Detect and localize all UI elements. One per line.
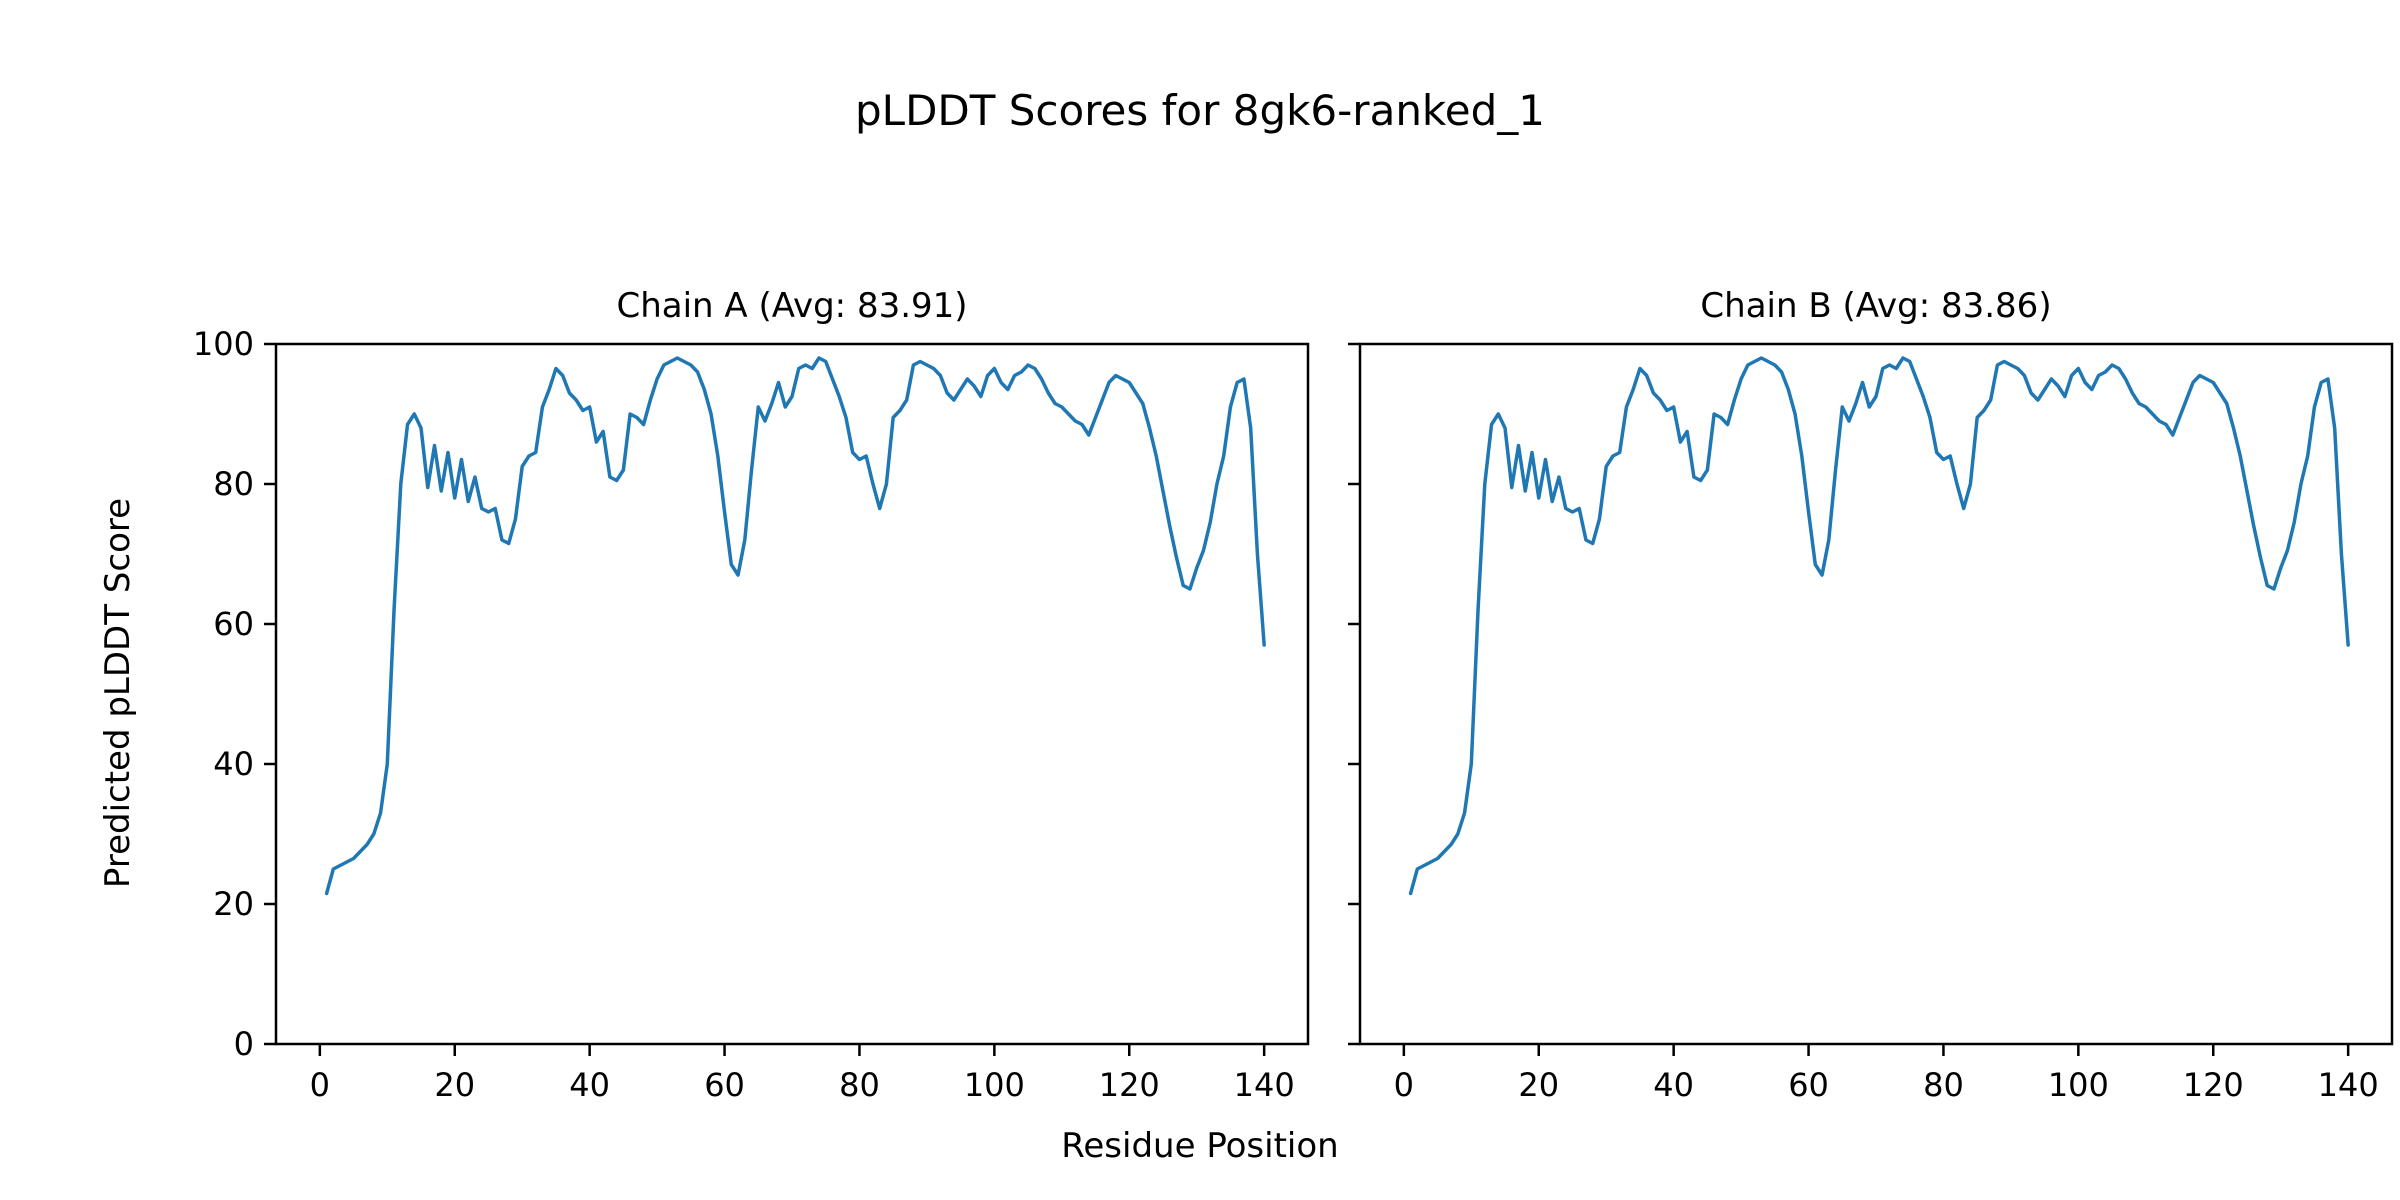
y-tick-label: 80: [213, 465, 254, 503]
x-tick-label: 40: [1653, 1066, 1694, 1104]
plddt-line: [324, 356, 1266, 896]
x-tick-label: 60: [704, 1066, 745, 1104]
y-tick-label: 60: [213, 605, 254, 643]
x-tick-label: 80: [839, 1066, 880, 1104]
x-tick-label: 100: [2048, 1066, 2109, 1104]
x-tick-label: 120: [1099, 1066, 1160, 1104]
axes-frame: [274, 342, 1310, 1046]
chain-b-line-plot: 0 20 40 60 80 100 120 140: [1348, 342, 2394, 1104]
plddt-line: [1408, 356, 2350, 896]
subplot-b-title: Chain B (Avg: 83.86): [1700, 286, 2052, 326]
y-tick-label: 20: [213, 885, 254, 923]
y-tick-label: 100: [193, 325, 254, 363]
chain-a-line-plot: 0 20 40 60 80 100 120 140 0 20 40 60 80 100: [193, 325, 1310, 1104]
x-tick-label: 40: [569, 1066, 610, 1104]
x-axis-label: Residue Position: [1061, 1126, 1339, 1166]
axes-frame: [1358, 342, 2394, 1046]
subplot-a-title: Chain A (Avg: 83.91): [616, 286, 968, 326]
x-tick-label: 140: [1234, 1066, 1295, 1104]
y-axis-label: Predicted pLDDT Score: [98, 497, 138, 889]
x-tick-label: 80: [1923, 1066, 1964, 1104]
figure-title: pLDDT Scores for 8gk6-ranked_1: [855, 86, 1545, 135]
y-tick-label: 40: [213, 745, 254, 783]
y-tick-label: 0: [234, 1025, 254, 1063]
x-tick-label: 60: [1788, 1066, 1829, 1104]
x-tick-label: 120: [2183, 1066, 2244, 1104]
x-tick-label: 0: [310, 1066, 330, 1104]
x-tick-label: 0: [1394, 1066, 1414, 1104]
x-tick-label: 20: [1518, 1066, 1559, 1104]
x-tick-label: 140: [2318, 1066, 2379, 1104]
x-tick-label: 100: [964, 1066, 1025, 1104]
x-tick-label: 20: [434, 1066, 475, 1104]
